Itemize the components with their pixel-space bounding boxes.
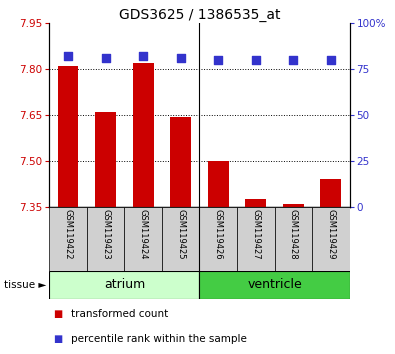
Text: GSM119428: GSM119428	[289, 209, 298, 259]
Bar	[49, 207, 87, 271]
Text: tissue ►: tissue ►	[4, 280, 46, 290]
Bar	[199, 271, 350, 299]
Text: percentile rank within the sample: percentile rank within the sample	[71, 334, 247, 344]
Text: GSM119427: GSM119427	[251, 209, 260, 259]
Text: GSM119429: GSM119429	[326, 209, 335, 259]
Point	[65, 53, 71, 59]
Text: atrium: atrium	[104, 279, 145, 291]
Text: ■: ■	[53, 309, 62, 319]
Text: GSM119425: GSM119425	[176, 209, 185, 259]
Text: ventricle: ventricle	[247, 279, 302, 291]
Text: GSM119424: GSM119424	[139, 209, 148, 259]
Text: GSM119422: GSM119422	[64, 209, 73, 259]
Bar	[133, 63, 154, 207]
Point	[290, 57, 296, 63]
Point	[328, 57, 334, 63]
Point	[215, 57, 221, 63]
Point	[253, 57, 259, 63]
Point	[140, 53, 146, 59]
Bar	[58, 66, 79, 207]
Bar	[49, 271, 199, 299]
Bar	[245, 199, 266, 207]
Bar	[283, 204, 304, 207]
Text: transformed count: transformed count	[71, 309, 168, 319]
Bar	[199, 207, 237, 271]
Bar	[95, 112, 116, 207]
Point	[177, 55, 184, 61]
Bar	[162, 207, 199, 271]
Bar	[237, 207, 275, 271]
Bar	[170, 116, 191, 207]
Bar	[275, 207, 312, 271]
Text: GSM119423: GSM119423	[101, 209, 110, 259]
Bar	[320, 179, 341, 207]
Text: ■: ■	[53, 334, 62, 344]
Title: GDS3625 / 1386535_at: GDS3625 / 1386535_at	[119, 8, 280, 22]
Text: GSM119426: GSM119426	[214, 209, 223, 259]
Point	[103, 55, 109, 61]
Bar	[312, 207, 350, 271]
Bar	[87, 207, 124, 271]
Bar	[208, 161, 229, 207]
Bar	[124, 207, 162, 271]
